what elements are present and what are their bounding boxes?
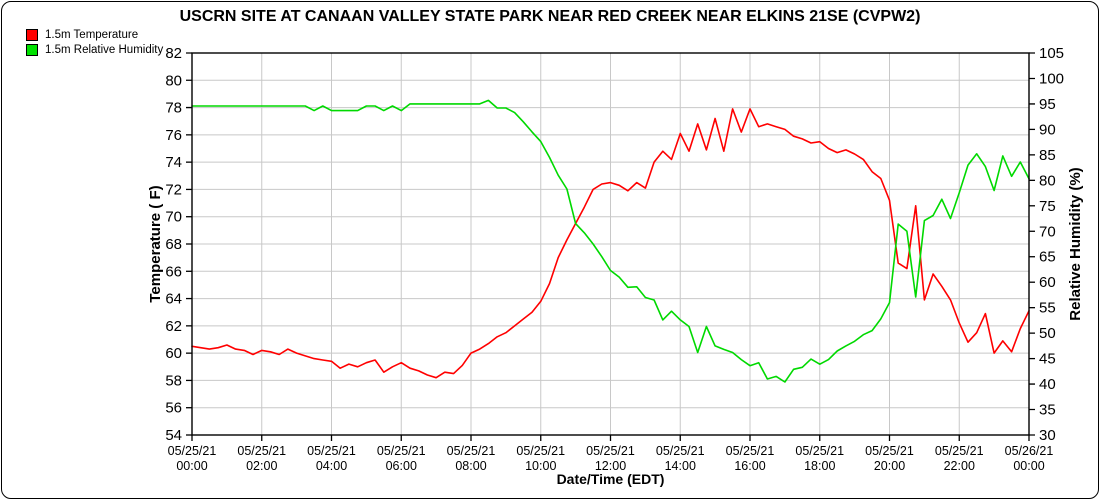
svg-text:00:00: 00:00 <box>1013 459 1044 473</box>
svg-text:12:00: 12:00 <box>595 459 626 473</box>
svg-text:05/25/21: 05/25/21 <box>726 444 775 458</box>
svg-text:05/25/21: 05/25/21 <box>307 444 356 458</box>
svg-text:05/25/21: 05/25/21 <box>377 444 426 458</box>
legend-label-temperature: 1.5m Temperature <box>45 28 139 41</box>
svg-text:08:00: 08:00 <box>455 459 486 473</box>
svg-text:105: 105 <box>1039 45 1064 62</box>
svg-text:35: 35 <box>1039 402 1056 419</box>
svg-text:22:00: 22:00 <box>944 459 975 473</box>
temperature-line <box>191 108 1030 379</box>
svg-text:05/25/21: 05/25/21 <box>237 444 286 458</box>
svg-text:74: 74 <box>165 154 182 171</box>
svg-text:90: 90 <box>1039 121 1056 138</box>
svg-text:02:00: 02:00 <box>246 459 277 473</box>
svg-text:70: 70 <box>1039 223 1056 240</box>
svg-text:18:00: 18:00 <box>804 459 835 473</box>
svg-text:60: 60 <box>1039 274 1056 291</box>
svg-text:05/25/21: 05/25/21 <box>586 444 635 458</box>
svg-text:20:00: 20:00 <box>874 459 905 473</box>
svg-text:62: 62 <box>165 318 182 335</box>
legend: 1.5m Temperature 1.5m Relative Humidity <box>26 27 163 57</box>
svg-text:68: 68 <box>165 236 182 253</box>
svg-text:80: 80 <box>165 72 182 89</box>
humidity-swatch-icon <box>26 43 38 56</box>
svg-text:05/25/21: 05/25/21 <box>516 444 565 458</box>
svg-text:16:00: 16:00 <box>734 459 765 473</box>
svg-text:100: 100 <box>1039 70 1064 87</box>
svg-text:05/26/21: 05/26/21 <box>1005 444 1054 458</box>
svg-text:65: 65 <box>1039 249 1056 266</box>
svg-text:05/25/21: 05/25/21 <box>447 444 496 458</box>
legend-item-temperature: 1.5m Temperature <box>26 27 163 42</box>
legend-label-humidity: 1.5m Relative Humidity <box>45 43 164 56</box>
svg-text:00:00: 00:00 <box>176 459 207 473</box>
plot-border <box>191 52 1030 436</box>
svg-text:82: 82 <box>165 45 182 62</box>
svg-text:05/25/21: 05/25/21 <box>795 444 844 458</box>
humidity-line <box>191 99 1030 383</box>
svg-text:95: 95 <box>1039 96 1056 113</box>
temperature-swatch-icon <box>26 28 38 41</box>
svg-text:04:00: 04:00 <box>316 459 347 473</box>
svg-text:78: 78 <box>165 100 182 117</box>
svg-text:45: 45 <box>1039 351 1056 368</box>
svg-text:10:00: 10:00 <box>525 459 556 473</box>
legend-item-humidity: 1.5m Relative Humidity <box>26 42 163 57</box>
svg-text:30: 30 <box>1039 427 1056 444</box>
svg-text:58: 58 <box>165 372 182 389</box>
svg-text:70: 70 <box>165 209 182 226</box>
gridlines <box>191 52 1030 436</box>
svg-text:75: 75 <box>1039 198 1056 215</box>
svg-text:66: 66 <box>165 263 182 280</box>
svg-text:76: 76 <box>165 127 182 144</box>
svg-text:85: 85 <box>1039 147 1056 164</box>
svg-text:55: 55 <box>1039 300 1056 317</box>
x-axis-title: Date/Time (EDT) <box>557 471 665 487</box>
svg-text:14:00: 14:00 <box>665 459 696 473</box>
svg-text:64: 64 <box>165 291 182 308</box>
svg-text:80: 80 <box>1039 172 1056 189</box>
svg-text:05/25/21: 05/25/21 <box>168 444 217 458</box>
svg-text:54: 54 <box>165 427 182 444</box>
svg-text:06:00: 06:00 <box>386 459 417 473</box>
svg-text:05/25/21: 05/25/21 <box>656 444 705 458</box>
svg-text:05/25/21: 05/25/21 <box>865 444 914 458</box>
chart-title: USCRN SITE AT CANAAN VALLEY STATE PARK N… <box>179 8 921 25</box>
left-axis-title: Temperature ( F) <box>147 185 164 302</box>
svg-text:72: 72 <box>165 181 182 198</box>
svg-text:40: 40 <box>1039 376 1056 393</box>
axis-tick-labels: 82 80 78 76 74 72 70 68 66 64 62 60 58 56 54 105 100 95 90… <box>165 45 1064 473</box>
right-axis-title: Relative Humidity (%) <box>1067 167 1084 320</box>
axis-ticks <box>186 52 1035 441</box>
svg-text:56: 56 <box>165 400 182 417</box>
svg-text:60: 60 <box>165 345 182 362</box>
svg-text:05/25/21: 05/25/21 <box>935 444 984 458</box>
svg-text:50: 50 <box>1039 325 1056 342</box>
